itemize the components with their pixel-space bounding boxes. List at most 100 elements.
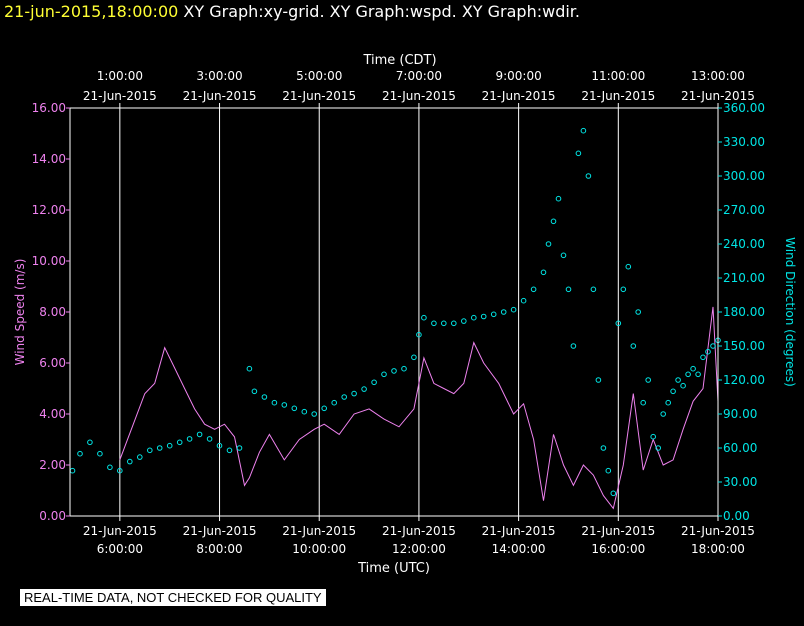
wind-direction-point [461,318,467,324]
bottom-tick-date: 21-Jun-2015 [581,524,655,538]
wind-direction-point [271,399,278,406]
wind-direction-point [166,442,173,449]
wind-direction-point [206,436,213,442]
top-tick-time: 5:00:00 [296,69,342,83]
wind-direction-point [341,394,348,400]
wind-direction-point [381,371,387,378]
wind-direction-point [600,445,607,451]
wind-direction-point [555,195,562,202]
wind-direction-point [595,377,602,383]
wind-direction-point [441,320,447,327]
bottom-tick-time: 12:00:00 [392,542,446,556]
top-tick-time: 1:00:00 [97,69,143,83]
wind-direction-point [301,408,308,415]
wind-direction-point [540,269,547,276]
wind-direction-point [401,365,407,372]
bottom-tick-date: 21-Jun-2015 [183,524,257,538]
wind-direction-point [321,405,328,412]
graph-timestamp: 21-jun-2015,18:00:00 [4,2,179,21]
wind-direction-point [645,377,652,383]
wind-direction-point [490,311,497,318]
right-tick-label: 30.00 [723,475,757,489]
bottom-tick-date: 21-Jun-2015 [482,524,556,538]
left-tick-label: 12.00 [32,203,66,217]
wind-direction-point [620,286,627,293]
top-tick-date: 21-Jun-2015 [482,89,556,103]
wind-direction-point [97,450,103,457]
wind-direction-point [69,467,76,474]
wind-direction-point [675,377,681,383]
wind-direction-point [565,286,572,293]
wind-direction-point [216,442,223,449]
top-tick-date: 21-Jun-2015 [83,89,157,103]
wind-direction-point [87,439,93,446]
wind-direction-point [510,306,517,313]
wind-direction-point [685,371,691,378]
wind-direction-point [665,399,672,406]
top-tick-time: 9:00:00 [495,69,541,83]
wind-direction-point [311,411,318,417]
right-tick-label: 120.00 [723,373,765,387]
right-tick-label: 270.00 [723,203,765,217]
top-tick-date: 21-Jun-2015 [183,89,257,103]
bottom-tick-time: 16:00:00 [591,542,645,556]
wind-direction-point [655,445,662,451]
wind-direction-point [226,447,233,454]
left-tick-label: 4.00 [39,407,66,421]
wind-direction-point [236,445,243,451]
bottom-tick-date: 21-Jun-2015 [83,524,157,538]
right-tick-label: 150.00 [723,339,765,353]
wind-direction-point [585,173,592,179]
bottom-tick-time: 6:00:00 [97,542,143,556]
wind-direction-point [500,309,507,315]
wind-direction-point [361,386,367,392]
wind-direction-point [520,297,527,304]
top-tick-date: 21-Jun-2015 [581,89,655,103]
wind-direction-point [431,320,437,327]
bottom-tick-date: 21-Jun-2015 [382,524,456,538]
wind-direction-point [137,454,143,460]
right-tick-label: 240.00 [723,237,765,251]
grid-layer [119,108,719,516]
wind-direction-point [196,431,203,438]
wind-direction-point [251,388,258,395]
top-tick-time: 3:00:00 [196,69,242,83]
wind-direction-point [650,433,657,440]
right-tick-label: 360.00 [723,101,765,115]
left-tick-label: 16.00 [32,101,66,115]
wind-direction-point [176,439,183,446]
bottom-tick-time: 18:00:00 [691,542,745,556]
wind-direction-point [575,150,582,157]
quality-disclaimer: REAL-TIME DATA, NOT CHECKED FOR QUALITY [20,589,326,606]
right-tick-label: 60.00 [723,441,757,455]
wind-direction-point [615,320,622,327]
direction-series-layer [69,127,721,497]
right-tick-label: 210.00 [723,271,765,285]
wind-direction-point [127,458,133,465]
bottom-tick-time: 8:00:00 [196,542,242,556]
top-axis-title: Time (CDT) [362,53,436,68]
left-tick-label: 14.00 [32,152,66,166]
wind-direction-point [117,467,123,474]
right-tick-label: 180.00 [723,305,765,319]
wind-direction-point [471,314,477,321]
speed-series-layer [119,306,719,510]
wind-direction-point [147,447,153,454]
top-tick-time: 7:00:00 [396,69,442,83]
wind-direction-point [670,388,676,395]
top-tick-time: 13:00:00 [691,69,745,83]
wind-direction-point [705,348,711,355]
wind-direction-point [550,218,557,225]
left-tick-label: 10.00 [32,254,66,268]
left-tick-label: 0.00 [39,509,66,523]
wind-direction-point [695,371,701,378]
left-tick-label: 2.00 [39,458,66,472]
right-axis-title: Wind Direction (degrees) [783,237,797,387]
wind-direction-point [331,399,338,406]
bottom-axis-ticks: 21-Jun-2015 6:00:00 21-Jun-2015 8:00:00 21-J… [83,516,755,556]
wind-speed-line [119,306,719,510]
wind-direction-point [605,467,612,474]
graph-title-bar: 21-jun-2015,18:00:00 XY Graph:xy-grid. X… [4,2,580,21]
wind-direction-point [416,331,422,338]
